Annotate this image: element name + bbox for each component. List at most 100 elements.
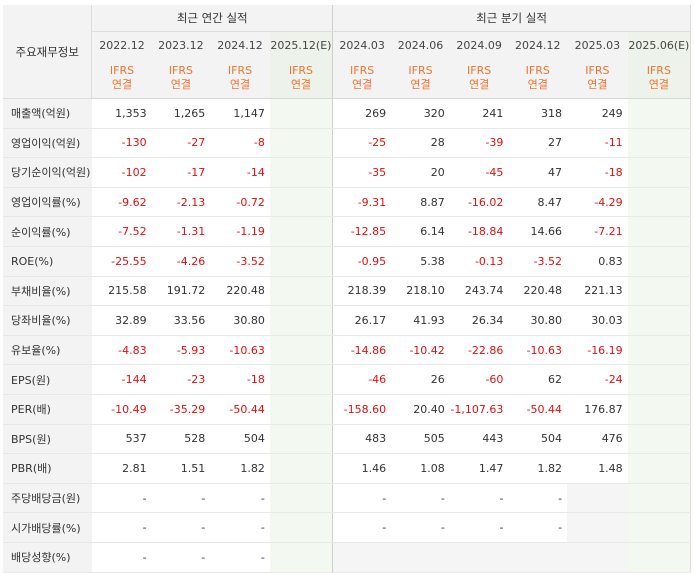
table-cell	[332, 542, 392, 573]
table-cell: 218.10	[391, 276, 450, 307]
basis-header: IFRS 연결	[391, 58, 450, 99]
basis-header: IFRS 연결	[449, 58, 509, 99]
table-cell: -14	[210, 157, 270, 188]
table-cell: -14.86	[332, 335, 392, 366]
table-cell	[269, 187, 333, 218]
table-cell: 8.87	[391, 187, 450, 218]
table-cell: -18	[210, 364, 270, 395]
table-cell: -	[332, 512, 392, 543]
table-cell: -24	[567, 364, 628, 395]
row-label: 배당성향(%)	[3, 542, 92, 573]
table-cell: -	[332, 483, 392, 514]
table-cell: 249	[567, 98, 628, 129]
table-cell	[627, 335, 691, 366]
table-cell: -	[91, 512, 152, 543]
row-label: 영업이익(억원)	[3, 128, 92, 159]
row-label: 유보율(%)	[3, 335, 92, 366]
basis-header: IFRS 연결	[269, 58, 333, 99]
basis-consolidated: 연결	[410, 78, 431, 91]
table-cell	[627, 187, 691, 218]
period-header: 2025.12(E)	[269, 31, 333, 58]
table-cell: -11	[567, 128, 628, 159]
table-cell: 0.83	[567, 246, 628, 277]
table-cell: 1,353	[91, 98, 152, 129]
table-cell: -3.52	[508, 246, 568, 277]
basis-header: IFRS 연결	[151, 58, 211, 99]
table-cell: -102	[91, 157, 152, 188]
table-cell	[627, 364, 691, 395]
table-cell: -1,107.63	[449, 394, 509, 425]
table-cell: -	[508, 483, 568, 514]
row-label: PBR(배)	[3, 453, 92, 484]
table-cell: 6.14	[391, 216, 450, 247]
table-cell: 215.58	[91, 276, 152, 307]
table-cell: -25.55	[91, 246, 152, 277]
table-row: 영업이익(억원) -130 -27 -8 -25 28 -39 27 -11	[3, 128, 691, 159]
table-cell	[269, 98, 333, 129]
table-row: 유보율(%) -4.83 -5.93 -10.63 -14.86 -10.42 -22.86…	[3, 335, 691, 366]
basis-consolidated: 연결	[290, 78, 312, 91]
row-label: 당기순이익(억원)	[3, 157, 92, 188]
table-cell: -10.63	[210, 335, 270, 366]
table-cell: -144	[91, 364, 152, 395]
table-cell	[269, 157, 333, 188]
period-header: 2022.12	[91, 31, 152, 58]
table-cell: 483	[332, 424, 392, 455]
table-row: 주당배당금(원) - - - - - - -	[3, 483, 691, 514]
row-label: EPS(원)	[3, 364, 92, 395]
basis-consolidated: 연결	[468, 78, 490, 91]
table-cell: 14.66	[508, 216, 568, 247]
table-row: PBR(배) 2.81 1.51 1.82 1.46 1.08 1.47 1.82 1.48	[3, 453, 691, 484]
table-cell: 1.51	[151, 453, 211, 484]
table-cell: 504	[508, 424, 568, 455]
table-cell: 1.82	[210, 453, 270, 484]
row-label: 주당배당금(원)	[3, 483, 92, 514]
table-cell: 220.48	[210, 276, 270, 307]
table-cell	[508, 542, 568, 573]
basis-ifrs: IFRS	[585, 64, 610, 77]
table-cell: 269	[332, 98, 392, 129]
table-cell: 1.48	[567, 453, 628, 484]
table-row: 배당성향(%) - - -	[3, 542, 691, 573]
table-cell: 8.47	[508, 187, 568, 218]
table-cell	[567, 512, 628, 543]
table-cell: -0.72	[210, 187, 270, 218]
table-cell	[269, 542, 333, 573]
table-cell	[269, 276, 333, 307]
table-cell: -17	[151, 157, 211, 188]
table-cell: 221.13	[567, 276, 628, 307]
table-cell: -25	[332, 128, 392, 159]
table-cell: -2.13	[151, 187, 211, 218]
table-cell: -	[391, 512, 450, 543]
table-row: PER(배) -10.49 -35.29 -50.44 -158.60 20.40 -1,1…	[3, 394, 691, 425]
table-cell: 505	[391, 424, 450, 455]
table-row: 시가배당률(%) - - - - - - -	[3, 512, 691, 543]
basis-consolidated: 연결	[351, 78, 373, 91]
table-cell	[627, 128, 691, 159]
table-cell: 5.38	[391, 246, 450, 277]
table-cell: 320	[391, 98, 450, 129]
table-cell: -10.63	[508, 335, 568, 366]
table-cell: -	[210, 542, 270, 573]
table-row: 당좌비율(%) 32.89 33.56 30.80 26.17 41.93 26.34 30.…	[3, 305, 691, 336]
table-cell: 26	[391, 364, 450, 395]
table-cell: 537	[91, 424, 152, 455]
table-cell	[567, 542, 628, 573]
basis-ifrs: IFRS	[525, 64, 550, 77]
table-cell: 26.17	[332, 305, 392, 336]
table-cell: -	[91, 542, 152, 573]
row-label: ROE(%)	[3, 246, 92, 277]
table-cell	[627, 542, 691, 573]
table-cell: 26.34	[449, 305, 509, 336]
table-cell: -45	[449, 157, 509, 188]
table-cell: -16.19	[567, 335, 628, 366]
period-header: 2024.03	[332, 31, 392, 58]
table-cell: 476	[567, 424, 628, 455]
table-cell: -	[151, 512, 211, 543]
row-label: 매출액(억원)	[3, 98, 92, 129]
basis-header: IFRS 연결	[332, 58, 392, 99]
table-cell: -	[391, 483, 450, 514]
table-cell: -4.83	[91, 335, 152, 366]
table-cell: 176.87	[567, 394, 628, 425]
table-cell: -	[91, 483, 152, 514]
